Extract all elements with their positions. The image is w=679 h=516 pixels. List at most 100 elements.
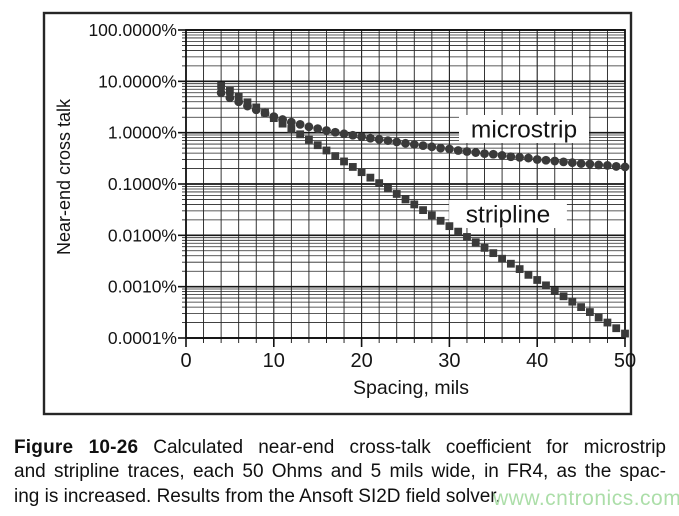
stripline-point — [542, 281, 550, 290]
microstrip-point — [611, 162, 621, 171]
stripline-point — [427, 211, 436, 220]
figure-frame — [42, 11, 633, 416]
y-tick-label: 0.1000% — [108, 174, 177, 194]
stripline-label-box — [449, 200, 567, 228]
stripline-point — [577, 303, 585, 311]
x-tick-label: 0 — [180, 350, 191, 372]
microstrip-point — [216, 88, 226, 98]
stripline-point — [243, 98, 252, 107]
stripline-point — [454, 227, 463, 236]
figure-caption: Figure 10-26 Calculated near-end cross-ta… — [14, 436, 666, 509]
microstrip-point — [603, 161, 612, 170]
stripline-point — [401, 195, 410, 204]
microstrip-point — [471, 148, 481, 157]
microstrip-point — [506, 152, 516, 162]
microstrip-point — [313, 124, 323, 134]
microstrip-point — [585, 159, 595, 169]
stripline-point — [603, 318, 612, 327]
microstrip-series-label: microstrip — [471, 117, 577, 144]
stripline-point — [568, 297, 577, 306]
microstrip-label-box — [459, 115, 589, 143]
stripline-point — [524, 270, 533, 279]
x-tick-label: 20 — [350, 350, 372, 372]
microstrip-point — [480, 149, 489, 159]
microstrip-point — [357, 132, 366, 142]
x-tick-label: 10 — [263, 350, 285, 372]
microstrip-point — [541, 155, 551, 165]
microstrip-point — [550, 156, 560, 166]
microstrip-point — [374, 134, 384, 144]
microstrip-point — [576, 159, 586, 168]
stripline-point — [252, 103, 261, 112]
microstrip-point — [497, 151, 507, 160]
stripline-point — [305, 135, 313, 144]
stripline-point — [340, 157, 348, 166]
caption-line-3: ing is increased. Results from the Ansof… — [14, 485, 501, 507]
microstrip-point — [515, 152, 525, 162]
y-tick-label: 10.0000% — [98, 71, 177, 91]
x-tick-label: 40 — [526, 350, 548, 372]
stripline-point — [261, 108, 269, 117]
microstrip-point — [620, 162, 630, 172]
stripline-point — [436, 216, 445, 225]
microstrip-point — [339, 129, 349, 139]
y-tick-label: 100.0000% — [88, 20, 177, 40]
stripline-point — [287, 125, 296, 133]
watermark: www.cntronics.com — [493, 487, 679, 510]
stripline-point — [585, 308, 594, 316]
microstrip-point — [401, 138, 410, 148]
microstrip-point — [594, 160, 604, 170]
stripline-point — [234, 92, 243, 101]
microstrip-point — [330, 127, 340, 137]
x-axis-title: Spacing, mils — [353, 377, 469, 399]
microstrip-point — [392, 137, 402, 147]
stripline-point — [269, 114, 278, 123]
stripline-point — [296, 130, 305, 139]
y-tick-label: 0.0100% — [108, 225, 177, 245]
microstrip-point — [427, 142, 437, 152]
stripline-series-label: stripline — [466, 202, 550, 229]
y-tick-label: 0.0001% — [108, 328, 177, 348]
caption-figure-number: Figure 10-26 — [14, 437, 139, 458]
stripline-point — [313, 141, 322, 150]
microstrip-point — [295, 119, 305, 129]
microstrip-point — [559, 157, 568, 167]
stripline-point — [498, 254, 506, 263]
x-tick-label: 50 — [614, 350, 636, 372]
stripline-point — [322, 146, 331, 155]
microstrip-point — [225, 93, 235, 103]
x-tick-label: 30 — [438, 350, 460, 372]
stripline-point — [384, 184, 392, 193]
y-axis-title: Near-end cross talk — [54, 98, 74, 256]
stripline-point — [515, 265, 524, 273]
stripline-point — [533, 276, 542, 284]
caption-line-2: and stripline traces, each 50 Ohms and 5… — [14, 461, 666, 483]
stripline-point — [217, 81, 226, 90]
microstrip-point — [304, 122, 314, 132]
crosstalk-chart-svg: 0 10 20 30 40 50 100.0000% 10.0000% 1.0000% 0.100… — [42, 11, 636, 416]
stripline-point — [621, 329, 629, 338]
microstrip-point — [488, 149, 498, 159]
stripline-point — [550, 286, 559, 295]
microstrip-point — [383, 136, 393, 146]
microstrip-point — [567, 158, 577, 168]
microstrip-point — [348, 130, 358, 140]
microstrip-point — [532, 155, 542, 164]
caption-line-1: Figure 10-26 Calculated near-end cross-ta… — [14, 436, 666, 460]
stripline-point — [348, 163, 357, 171]
stripline-point — [410, 200, 419, 209]
stripline-point — [471, 238, 480, 247]
stripline-point — [506, 259, 515, 268]
stripline-point — [559, 292, 568, 301]
microstrip-point — [322, 126, 331, 135]
y-tick-label: 0.0010% — [108, 277, 177, 297]
microstrip-point — [462, 147, 472, 156]
stripline-point — [480, 243, 489, 252]
microstrip-point — [418, 141, 428, 150]
caption-text-1: Calculated near-end cross-talk coefficie… — [153, 437, 666, 458]
stripline-point — [331, 152, 340, 160]
microstrip-point — [409, 140, 419, 149]
microstrip-point — [445, 144, 454, 154]
microstrip-point — [365, 133, 375, 143]
